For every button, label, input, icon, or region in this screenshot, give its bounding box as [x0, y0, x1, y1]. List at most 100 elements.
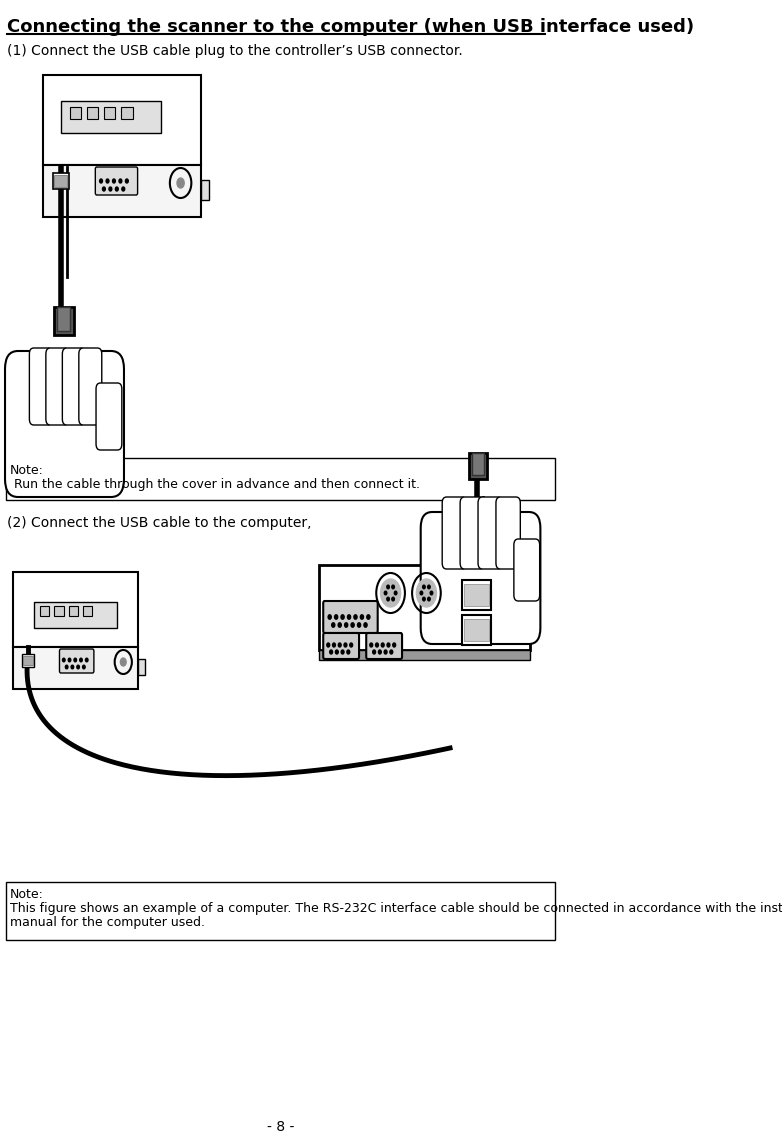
- FancyBboxPatch shape: [421, 512, 540, 644]
- Bar: [34, 602, 117, 628]
- Circle shape: [350, 643, 353, 648]
- Circle shape: [428, 597, 430, 601]
- Bar: [70, 107, 81, 119]
- Circle shape: [66, 665, 68, 669]
- Circle shape: [420, 592, 423, 595]
- Bar: [69, 606, 78, 616]
- Text: (1) Connect the USB cable plug to the controller’s USB connector.: (1) Connect the USB cable plug to the co…: [7, 45, 463, 58]
- Bar: [43, 164, 201, 217]
- Bar: [462, 580, 491, 610]
- Circle shape: [125, 179, 128, 183]
- Circle shape: [71, 665, 74, 669]
- Bar: [43, 75, 201, 164]
- FancyBboxPatch shape: [30, 348, 52, 425]
- Bar: [138, 659, 145, 675]
- Circle shape: [339, 643, 341, 648]
- Text: Note:: Note:: [10, 464, 44, 477]
- Circle shape: [428, 585, 430, 589]
- Bar: [319, 650, 530, 660]
- Text: This figure shows an example of a computer. The RS-232C interface cable should b: This figure shows an example of a comput…: [10, 902, 782, 915]
- Circle shape: [378, 650, 382, 654]
- Circle shape: [392, 597, 394, 601]
- Bar: [462, 616, 491, 645]
- Circle shape: [327, 643, 330, 648]
- Circle shape: [120, 658, 126, 666]
- FancyBboxPatch shape: [323, 601, 378, 633]
- FancyBboxPatch shape: [442, 497, 467, 569]
- Bar: [5, 882, 554, 940]
- Circle shape: [375, 643, 378, 648]
- Circle shape: [109, 187, 112, 191]
- Circle shape: [335, 650, 339, 654]
- Bar: [40, 606, 49, 616]
- FancyBboxPatch shape: [460, 497, 485, 569]
- Circle shape: [102, 187, 106, 191]
- Circle shape: [177, 178, 185, 188]
- FancyBboxPatch shape: [5, 351, 124, 497]
- Circle shape: [422, 597, 425, 601]
- FancyBboxPatch shape: [514, 539, 540, 601]
- Circle shape: [341, 614, 344, 619]
- Bar: [87, 107, 99, 119]
- Bar: [57, 307, 70, 331]
- Circle shape: [364, 622, 367, 627]
- Circle shape: [113, 179, 116, 183]
- Circle shape: [384, 592, 387, 595]
- Circle shape: [394, 592, 397, 595]
- Circle shape: [116, 187, 118, 191]
- Circle shape: [382, 643, 384, 648]
- Bar: [53, 172, 69, 188]
- Circle shape: [332, 622, 335, 627]
- Circle shape: [74, 658, 77, 662]
- Circle shape: [83, 665, 85, 669]
- Circle shape: [122, 187, 124, 191]
- Circle shape: [80, 658, 82, 662]
- Circle shape: [345, 622, 348, 627]
- Bar: [465, 584, 489, 606]
- Circle shape: [361, 614, 364, 619]
- Bar: [472, 453, 484, 475]
- Text: (2) Connect the USB cable to the computer,: (2) Connect the USB cable to the compute…: [7, 516, 312, 530]
- Bar: [55, 606, 64, 616]
- Bar: [5, 458, 554, 500]
- Circle shape: [77, 665, 80, 669]
- FancyBboxPatch shape: [96, 383, 122, 450]
- Text: Run the cable through the cover in advance and then connect it.: Run the cable through the cover in advan…: [10, 478, 420, 491]
- Text: manual for the computer used.: manual for the computer used.: [10, 916, 205, 928]
- Circle shape: [106, 179, 109, 183]
- Bar: [104, 107, 116, 119]
- FancyBboxPatch shape: [323, 633, 359, 659]
- Circle shape: [392, 585, 394, 589]
- FancyBboxPatch shape: [46, 348, 69, 425]
- Circle shape: [384, 650, 387, 654]
- Circle shape: [422, 585, 425, 589]
- Circle shape: [63, 658, 65, 662]
- Circle shape: [416, 579, 436, 608]
- Circle shape: [347, 650, 350, 654]
- Circle shape: [373, 650, 375, 654]
- Bar: [201, 180, 210, 200]
- FancyBboxPatch shape: [59, 649, 94, 673]
- Bar: [55, 175, 67, 187]
- Circle shape: [330, 650, 332, 654]
- Bar: [23, 656, 33, 665]
- Circle shape: [387, 585, 389, 589]
- Circle shape: [85, 658, 88, 662]
- FancyBboxPatch shape: [478, 497, 502, 569]
- Bar: [61, 100, 161, 132]
- FancyBboxPatch shape: [95, 167, 138, 195]
- Bar: [13, 648, 138, 689]
- Circle shape: [430, 592, 432, 595]
- Circle shape: [367, 614, 370, 619]
- Circle shape: [357, 622, 361, 627]
- Bar: [21, 654, 34, 667]
- Circle shape: [328, 614, 332, 619]
- Bar: [83, 606, 92, 616]
- Circle shape: [387, 597, 389, 601]
- Circle shape: [335, 614, 338, 619]
- Circle shape: [341, 650, 344, 654]
- Circle shape: [99, 179, 102, 183]
- Circle shape: [354, 614, 357, 619]
- Bar: [319, 565, 530, 650]
- Circle shape: [381, 579, 400, 608]
